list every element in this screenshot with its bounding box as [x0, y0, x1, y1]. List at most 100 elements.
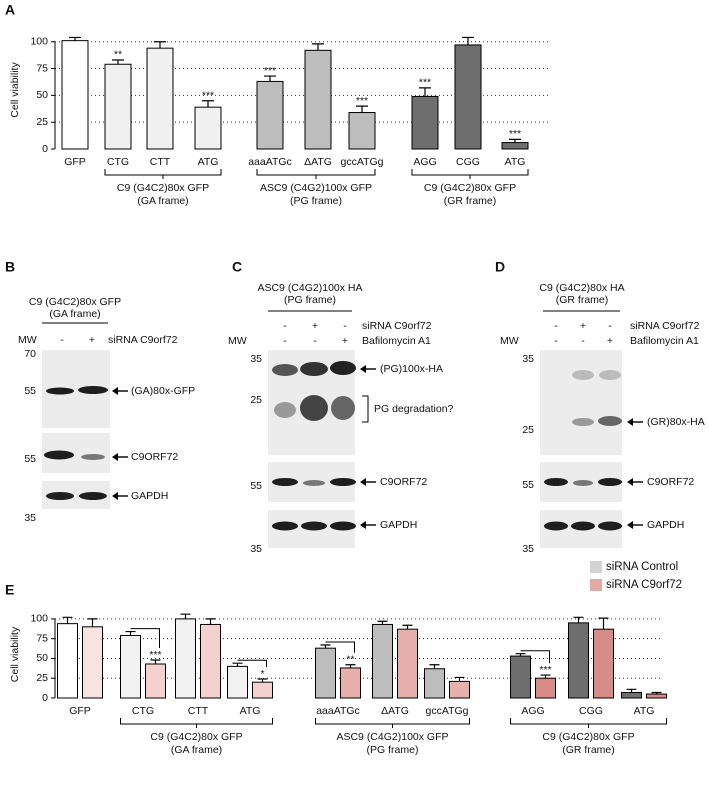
mw-value: 35: [522, 543, 534, 555]
x-tick-label: gccATGg: [341, 156, 384, 168]
y-tick-label: 25: [36, 116, 48, 128]
blot-panel-c: C ASC9 (C4G2)100x HA (PG frame) - + - si…: [228, 259, 454, 555]
bar: [57, 623, 78, 699]
x-tick-label: aaaATGc: [316, 705, 360, 717]
blot-panel-d: D C9 (G4C2)80x HA (GR frame) - + - siRNA…: [495, 259, 705, 555]
y-tick-label: 0: [42, 692, 48, 704]
arrow-head: [112, 387, 118, 395]
legend-label: siRNA C9orf72: [606, 579, 682, 591]
x-tick-label: AGG: [521, 705, 544, 717]
x-tick-label: aaaATGc: [248, 156, 292, 168]
group-label: ASC9 (C4G2)100x GFP: [260, 182, 372, 194]
error-bar: [69, 36, 81, 41]
lane-mark: +: [312, 320, 318, 332]
bar: [82, 626, 103, 699]
group-label: C9 (G4C2)80x GFP: [150, 731, 242, 743]
error-bar: [150, 659, 161, 664]
band: [544, 521, 568, 531]
band: [330, 521, 356, 531]
error-bar: [257, 678, 268, 683]
mw-value: 25: [522, 424, 534, 436]
band-label: C9ORF72: [380, 476, 427, 488]
group-subtitle: (GR frame): [562, 744, 615, 756]
row-name: siRNA C9orf72: [630, 320, 700, 332]
error-bar: [402, 624, 413, 630]
lane-mark: +: [342, 335, 348, 347]
bar: [304, 49, 332, 150]
x-tick-label: CGG: [579, 705, 603, 717]
significance: ***: [419, 77, 431, 89]
band-label: (PG)100x-HA: [380, 363, 443, 375]
band: [573, 480, 593, 486]
band-label: (GA)80x-GFP: [131, 385, 195, 397]
arrow-head: [360, 365, 366, 373]
x-tick-label: ΔATG: [304, 156, 332, 168]
arrow-head: [627, 521, 633, 529]
band: [272, 478, 298, 486]
bar: [146, 47, 174, 150]
bracket: [362, 395, 369, 423]
error-bar: [232, 662, 243, 667]
y-tick-label: 100: [30, 613, 48, 625]
band: [330, 361, 356, 375]
band-label: GAPDH: [131, 490, 168, 502]
arrow-head: [627, 478, 633, 486]
error-bar: [651, 691, 662, 695]
y-axis-title: Cell viability: [9, 626, 21, 682]
row-name: siRNA C9orf72: [108, 334, 178, 346]
significance-bracket: [325, 641, 355, 653]
group-subtitle: (PG frame): [367, 744, 419, 756]
legend-swatch: [590, 561, 602, 573]
y-tick-label: 100: [30, 36, 48, 48]
lane-mark: -: [581, 335, 585, 347]
x-tick-label: CTG: [132, 705, 154, 717]
error-bar: [345, 664, 356, 668]
band: [598, 478, 622, 486]
error-bar: [320, 644, 331, 649]
blot-panel-b: B C9 (G4C2)80x GFP (GA frame) MW - + siR…: [5, 259, 195, 524]
band-label: (GR)80x-HA: [647, 416, 705, 428]
bar: [568, 622, 589, 699]
error-bar: [125, 630, 136, 636]
lane-mark: -: [608, 320, 612, 332]
band: [598, 521, 622, 531]
row-name: Bafilomycin A1: [630, 335, 699, 347]
y-tick-label: 50: [36, 89, 48, 101]
smear: [274, 402, 296, 418]
significance: ***: [539, 664, 551, 676]
mw-label: MW: [228, 335, 247, 347]
band: [572, 418, 594, 426]
mw-value: 55: [24, 385, 36, 397]
band-label: C9ORF72: [131, 451, 178, 463]
lane-mark: -: [343, 320, 347, 332]
bar: [424, 668, 445, 699]
x-tick-label: AGG: [413, 156, 436, 168]
blot-title: C9 (G4C2)80x HA: [539, 282, 624, 294]
mw-label: MW: [18, 334, 37, 346]
x-tick-label: CTT: [150, 156, 171, 168]
error-bar: [429, 664, 440, 669]
group-bracket: [104, 169, 222, 179]
mw-value: 35: [522, 353, 534, 365]
lane-mark: -: [554, 320, 558, 332]
bar: [175, 618, 196, 699]
bar: [510, 655, 531, 699]
group-subtitle: (GA frame): [171, 744, 222, 756]
panel-label: B: [5, 259, 15, 275]
bar: [646, 693, 667, 699]
blot-image: [540, 350, 622, 455]
smear: [599, 370, 621, 380]
bar: [194, 106, 222, 150]
significance: ***: [509, 128, 521, 140]
bar: [252, 681, 273, 699]
arrow-head: [112, 453, 118, 461]
band: [44, 450, 74, 460]
band: [272, 364, 298, 376]
bar: [120, 635, 141, 699]
error-bar: [180, 613, 191, 619]
bar: [104, 63, 132, 150]
significance: ***: [202, 90, 214, 102]
band: [330, 478, 356, 486]
smear: [572, 370, 594, 380]
